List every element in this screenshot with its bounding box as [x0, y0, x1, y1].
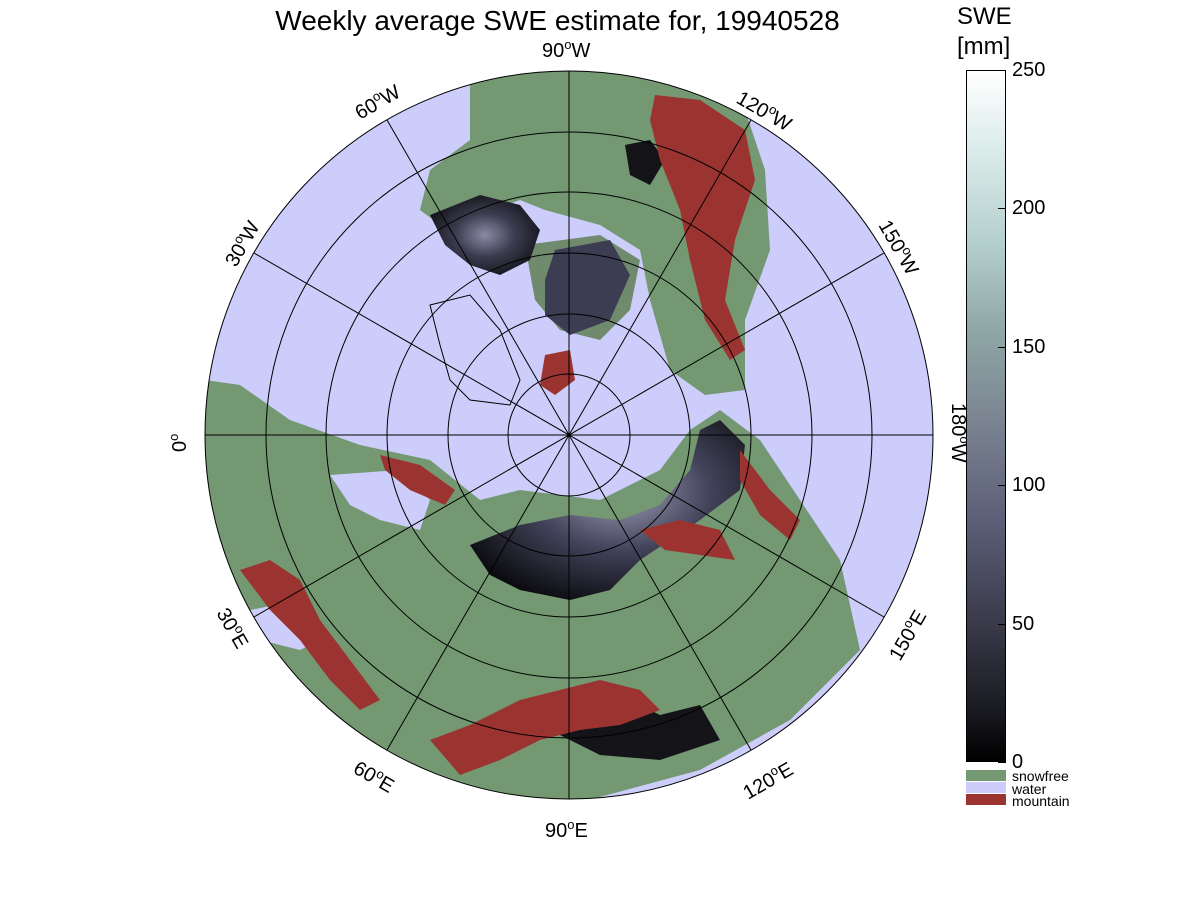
colorbar-tick-mark [998, 485, 1006, 486]
legend-label-mountain: mountain [1012, 793, 1070, 809]
lon-label-150e: 150oE [883, 605, 932, 664]
lon-label-60e: 60oE [350, 755, 400, 798]
snow-cover-north-canada [625, 140, 665, 185]
mountain-kamchatka [740, 450, 800, 540]
lon-label-30e: 30oE [212, 603, 255, 653]
colorbar-title: SWE [mm] [957, 2, 1012, 62]
snow-cover-arctic-islands [545, 240, 630, 335]
colorbar-gradient [966, 70, 1006, 762]
lon-label-0: 0o [166, 434, 191, 452]
colorbar-tick-label: 0 [1012, 751, 1024, 773]
lon-label-180w: 180oW [947, 403, 972, 463]
mountain-greenland-tip [540, 350, 575, 395]
legend-swatch-mountain [966, 794, 1006, 805]
colorbar-tick-label: 150 [1012, 336, 1046, 358]
colorbar-title-line1: SWE [957, 3, 1012, 30]
colorbar-tick-mark [998, 624, 1006, 625]
legend-label-water: water [1012, 781, 1047, 797]
legend-swatch-snowfree [966, 770, 1006, 781]
mountain-east-siberia [640, 520, 735, 560]
lon-label-90e: 90oE [545, 817, 588, 842]
colorbar-tick-mark [998, 208, 1006, 209]
map-title: Weekly average SWE estimate for, 1994052… [275, 5, 840, 36]
graticule [204, 70, 934, 800]
snow-cover-canada [430, 195, 540, 275]
snow-cover-siberia [470, 420, 745, 600]
lon-label-120e: 120oE [738, 756, 797, 805]
lon-label-90w: 90oW [542, 37, 590, 62]
colorbar-title-line2: [mm] [957, 33, 1011, 60]
map-content [205, 71, 933, 799]
legend-swatch-water [966, 782, 1006, 793]
mountain-alps [240, 560, 380, 710]
mountain-ural [380, 455, 455, 505]
colorbar-tick-label: 100 [1012, 474, 1046, 496]
greenland-outline [429, 294, 521, 406]
colorbar-tick-mark [998, 762, 1006, 763]
colorbar-tick-label: 250 [1012, 59, 1046, 81]
mountain-rockies [650, 95, 755, 360]
colorbar-tick-mark [998, 70, 1006, 71]
legend-label-snowfree: snowfree [1012, 768, 1069, 784]
colorbar-tick-label: 200 [1012, 197, 1046, 219]
colorbar-tick-mark [998, 347, 1006, 348]
colorbar-tick-label: 50 [1012, 613, 1035, 635]
mountain-himalaya [430, 680, 660, 775]
